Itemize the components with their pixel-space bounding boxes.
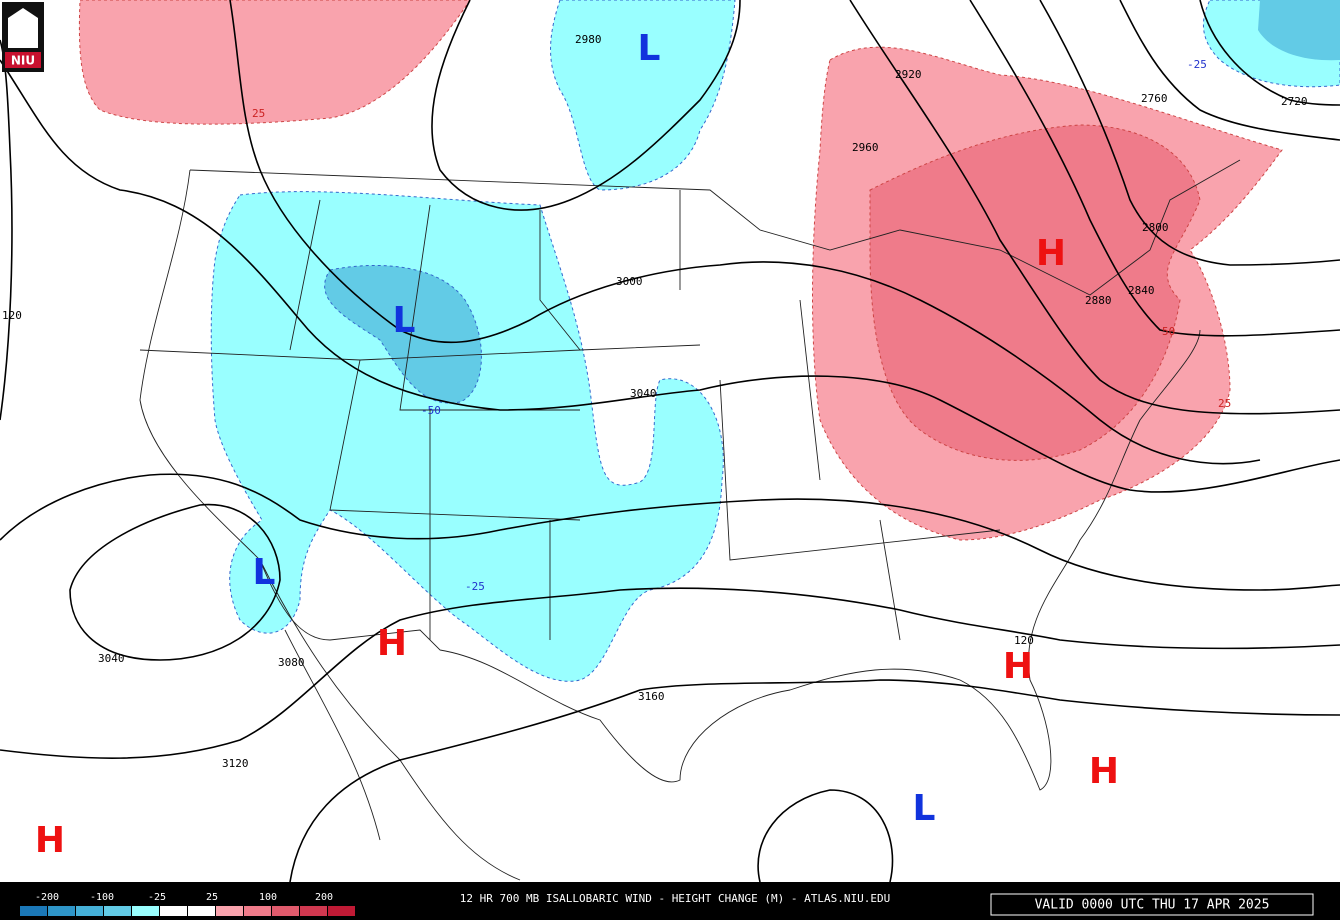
legend-swatch xyxy=(300,906,327,916)
low-center: L xyxy=(393,300,416,341)
borders xyxy=(139,159,1241,881)
contour-label: 2800 xyxy=(1142,221,1169,234)
legend-swatch xyxy=(272,906,299,916)
legend: -200 -100 -25 25 100 200 xyxy=(20,892,355,916)
logo-band xyxy=(5,52,41,68)
contour-label: 2720 xyxy=(1281,95,1308,108)
height-change-areas xyxy=(78,0,1340,682)
contour-label: 3040 xyxy=(98,652,125,665)
legend-swatch xyxy=(48,906,75,916)
legend-label: -200 xyxy=(35,892,59,903)
rise-area xyxy=(78,0,471,125)
high-center: H xyxy=(1036,233,1066,274)
change-label: -25 xyxy=(465,580,485,593)
legend-label: 25 xyxy=(206,892,218,903)
fall-area xyxy=(550,0,736,191)
legend-label: -25 xyxy=(148,892,166,903)
logo: NIU xyxy=(2,2,44,72)
legend-swatch xyxy=(328,906,355,916)
contour-label: 2760 xyxy=(1141,92,1168,105)
contour-label: 3040 xyxy=(630,387,657,400)
change-label: -50 xyxy=(421,404,441,417)
contour-label: 3080 xyxy=(278,656,305,669)
legend-swatch xyxy=(104,906,131,916)
legend-label: 100 xyxy=(259,892,277,903)
contour-label: 120 xyxy=(1014,634,1034,647)
contour-label: 3000 xyxy=(616,275,643,288)
contour-label: 2980 xyxy=(575,33,602,46)
logo-text: NIU xyxy=(11,54,35,68)
contour-label: 2880 xyxy=(1085,294,1112,307)
change-label: 25 xyxy=(1218,397,1231,410)
legend-swatch xyxy=(20,906,47,916)
fall-area xyxy=(210,191,724,682)
change-label: 25 xyxy=(252,107,265,120)
high-center: H xyxy=(35,820,65,861)
fall-area-strong xyxy=(1258,0,1340,61)
contour-label: 2840 xyxy=(1128,284,1155,297)
footer-title: 12 HR 700 MB ISALLOBARIC WIND - HEIGHT C… xyxy=(460,892,890,905)
legend-swatch xyxy=(132,906,159,916)
pressure-centers: L L L L H H H H H xyxy=(35,28,1119,861)
height-contours xyxy=(0,0,1340,883)
legend-swatch xyxy=(188,906,215,916)
valid-time: VALID 0000 UTC THU 17 APR 2025 xyxy=(1035,898,1270,913)
low-center: L xyxy=(913,788,936,829)
low-center: L xyxy=(638,28,661,69)
low-center: L xyxy=(253,552,276,593)
contour-label: 2960 xyxy=(852,141,879,154)
legend-swatch xyxy=(216,906,243,916)
legend-label: 200 xyxy=(315,892,333,903)
logo-building xyxy=(8,8,38,48)
change-label: -25 xyxy=(1187,58,1207,71)
valid-box xyxy=(990,893,1314,916)
change-label: 50 xyxy=(1162,325,1175,338)
contour-label: 120 xyxy=(2,309,22,322)
contour-label: 3120 xyxy=(222,757,249,770)
high-center: H xyxy=(1089,751,1119,792)
high-center: H xyxy=(377,623,407,664)
contour-labels: 2980 3000 3040 3040 3080 3120 3160 2920 … xyxy=(2,33,1308,770)
fall-area-strong xyxy=(324,264,482,404)
legend-swatch xyxy=(244,906,271,916)
contour-label: 3160 xyxy=(638,690,665,703)
contour-label: 2920 xyxy=(895,68,922,81)
legend-swatch xyxy=(76,906,103,916)
legend-label: -100 xyxy=(90,892,114,903)
high-center: H xyxy=(1003,646,1033,687)
legend-swatch xyxy=(160,906,187,916)
